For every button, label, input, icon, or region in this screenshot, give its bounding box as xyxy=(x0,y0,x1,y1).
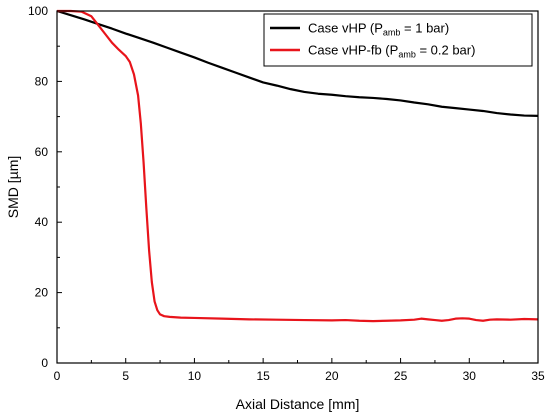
legend-label-1: Case vHP (Pamb = 1 bar) xyxy=(308,21,449,38)
x-tick-label: 20 xyxy=(325,369,339,383)
x-tick-label: 5 xyxy=(122,369,129,383)
x-tick-label: 15 xyxy=(256,369,270,383)
legend: Case vHP (Pamb = 1 bar) Case vHP-fb (Pamb… xyxy=(263,13,533,67)
y-tick-label: 0 xyxy=(41,356,48,370)
axis-ticks: 0 5 10 15 20 25 30 35 0 20 40 60 80 100 xyxy=(28,4,545,383)
legend-label-2: Case vHP-fb (Pamb = 0.2 bar) xyxy=(308,43,475,60)
x-tick-label: 30 xyxy=(463,369,477,383)
series-line-2 xyxy=(57,9,539,323)
y-tick-label: 100 xyxy=(28,4,48,18)
x-axis-label: Axial Distance [mm] xyxy=(236,396,360,412)
y-tick-label: 20 xyxy=(35,286,49,300)
y-axis-label: SMD [µm] xyxy=(5,156,21,219)
y-tick-label: 40 xyxy=(35,215,49,229)
x-tick-label: 25 xyxy=(394,369,408,383)
y-tick-label: 60 xyxy=(35,145,49,159)
x-tick-label: 35 xyxy=(531,369,545,383)
series-line-1 xyxy=(56,9,539,117)
x-tick-label: 10 xyxy=(188,369,202,383)
x-tick-label: 0 xyxy=(54,369,61,383)
legend-box xyxy=(263,13,533,67)
plot-area xyxy=(56,9,539,323)
y-tick-label: 80 xyxy=(35,74,49,88)
